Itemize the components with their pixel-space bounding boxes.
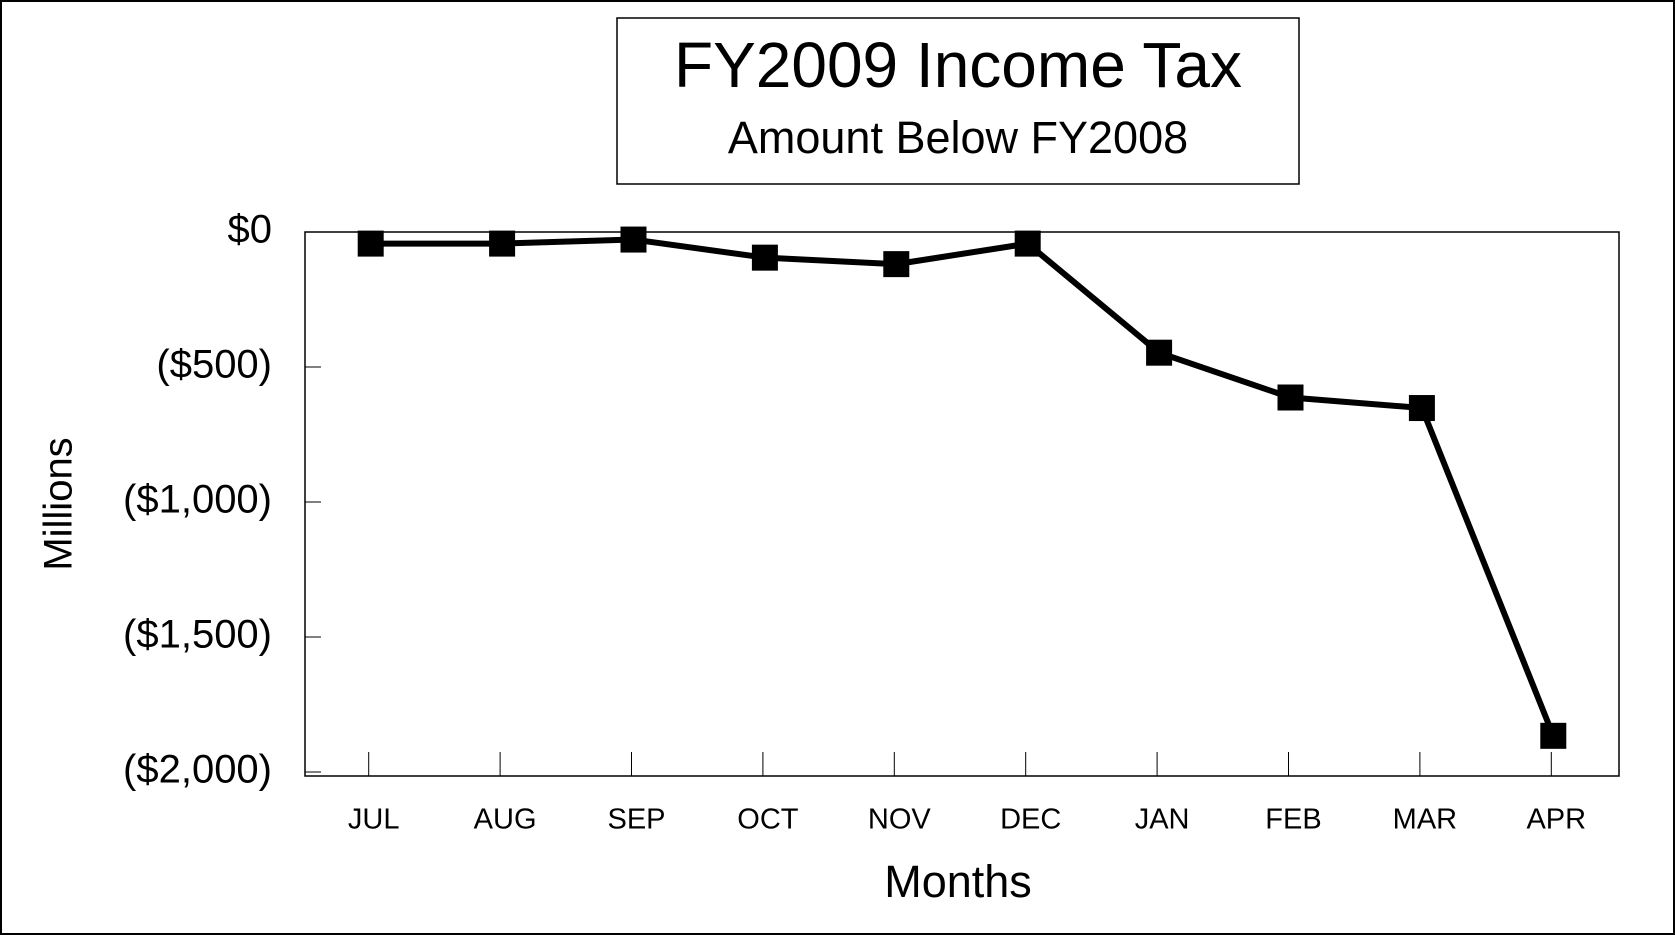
x-tick-label: JUL <box>348 804 400 836</box>
marker <box>1408 395 1435 422</box>
x-tick-label: FEB <box>1265 804 1321 836</box>
x-axis-label: Months <box>884 856 1032 907</box>
y-tick-label: $0 <box>228 208 273 252</box>
x-tick-label: AUG <box>474 804 537 836</box>
x-tick-label: DEC <box>1000 804 1061 836</box>
x-tick-label: NOV <box>868 804 932 836</box>
y-tick-label: ($2,000) <box>123 748 272 792</box>
y-tick-label: ($500) <box>156 343 272 387</box>
line <box>370 236 1557 737</box>
title-box <box>616 17 1300 185</box>
marker <box>620 226 647 253</box>
x-tick-label: MAR <box>1393 804 1457 836</box>
marker <box>751 244 778 271</box>
marker <box>489 230 516 257</box>
marker <box>1277 384 1304 411</box>
plot-area <box>304 231 1620 777</box>
chart-title: FY2009 Income Tax <box>674 29 1242 101</box>
y-tick-label: ($1,000) <box>123 478 272 522</box>
x-tick-label: JAN <box>1135 804 1190 836</box>
marker <box>357 230 384 257</box>
x-tick-label: SEP <box>607 804 665 836</box>
marker <box>1014 230 1041 257</box>
marker <box>1146 339 1173 366</box>
x-tick-label: APR <box>1526 804 1586 836</box>
x-tick-label: OCT <box>737 804 799 836</box>
y-axis-label: Millions <box>37 437 81 570</box>
marker <box>1540 722 1567 749</box>
marker <box>883 251 910 278</box>
y-tick-label: ($1,500) <box>123 613 272 657</box>
chart-subtitle: Amount Below FY2008 <box>728 112 1188 163</box>
